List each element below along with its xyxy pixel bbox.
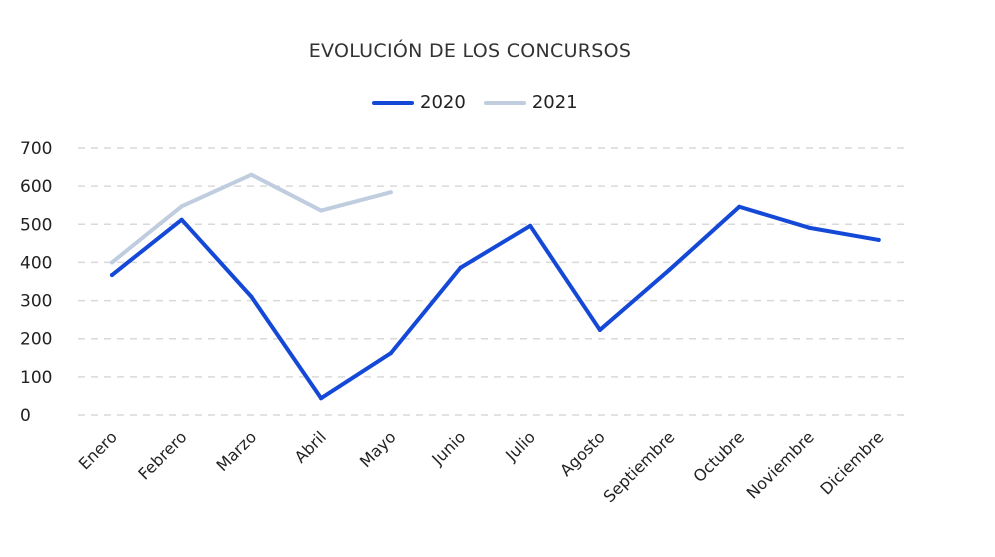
y-tick-label: 400 — [20, 253, 52, 273]
y-tick-label: 100 — [20, 368, 52, 388]
x-tick-label: Diciembre — [816, 427, 887, 498]
data-point-2020 — [876, 237, 881, 242]
y-tick-label: 0 — [20, 406, 31, 426]
y-tick-label: 600 — [20, 177, 52, 197]
data-point-2020 — [667, 267, 672, 272]
data-point-2021 — [179, 204, 184, 209]
data-point-2020 — [110, 273, 114, 278]
x-tick-label: Enero — [75, 427, 121, 473]
data-point-2020 — [737, 204, 742, 209]
series-line-2020 — [110, 204, 881, 401]
y-tick-label: 300 — [20, 292, 52, 312]
data-point-2020 — [319, 396, 324, 401]
x-tick-label: Septiembre — [600, 427, 679, 506]
x-tick-label: Abril — [291, 427, 330, 466]
series-line-2021 — [110, 172, 393, 265]
legend: 2020 2021 — [372, 92, 578, 113]
chart-title: EVOLUCIÓN DE LOS CONCURSOS — [308, 40, 632, 62]
x-tick-label: Octubre — [689, 427, 748, 486]
data-point-2020 — [807, 225, 811, 230]
legend-item-2020: 2020 — [372, 92, 466, 113]
data-point-2020 — [458, 265, 463, 270]
data-point-2020 — [249, 294, 254, 299]
legend-swatch-2021 — [483, 100, 526, 105]
data-point-2020 — [597, 327, 602, 332]
x-tick-label: Marzo — [213, 427, 261, 475]
y-tick-label: 200 — [20, 330, 52, 350]
legend-swatch-2020 — [372, 100, 414, 105]
data-point-2020 — [388, 351, 393, 356]
data-point-2021 — [249, 172, 254, 177]
data-point-2021 — [319, 208, 324, 213]
x-tick-label: Mayo — [356, 427, 400, 471]
y-tick-label: 700 — [20, 139, 52, 159]
data-point-2021 — [110, 260, 114, 265]
legend-label-2021: 2021 — [531, 92, 578, 113]
data-point-2020 — [528, 223, 533, 228]
x-tick-label: Julio — [501, 427, 539, 465]
x-tick-label: Febrero — [134, 427, 190, 483]
legend-label-2020: 2020 — [420, 92, 466, 113]
data-point-2020 — [179, 217, 184, 222]
x-tick-label: Agosto — [556, 427, 609, 480]
y-tick-label: 500 — [20, 215, 52, 235]
legend-item-2021: 2021 — [483, 92, 578, 113]
x-tick-label: Noviembre — [743, 427, 818, 502]
data-point-2021 — [388, 190, 393, 195]
x-tick-label: Junio — [427, 427, 469, 469]
